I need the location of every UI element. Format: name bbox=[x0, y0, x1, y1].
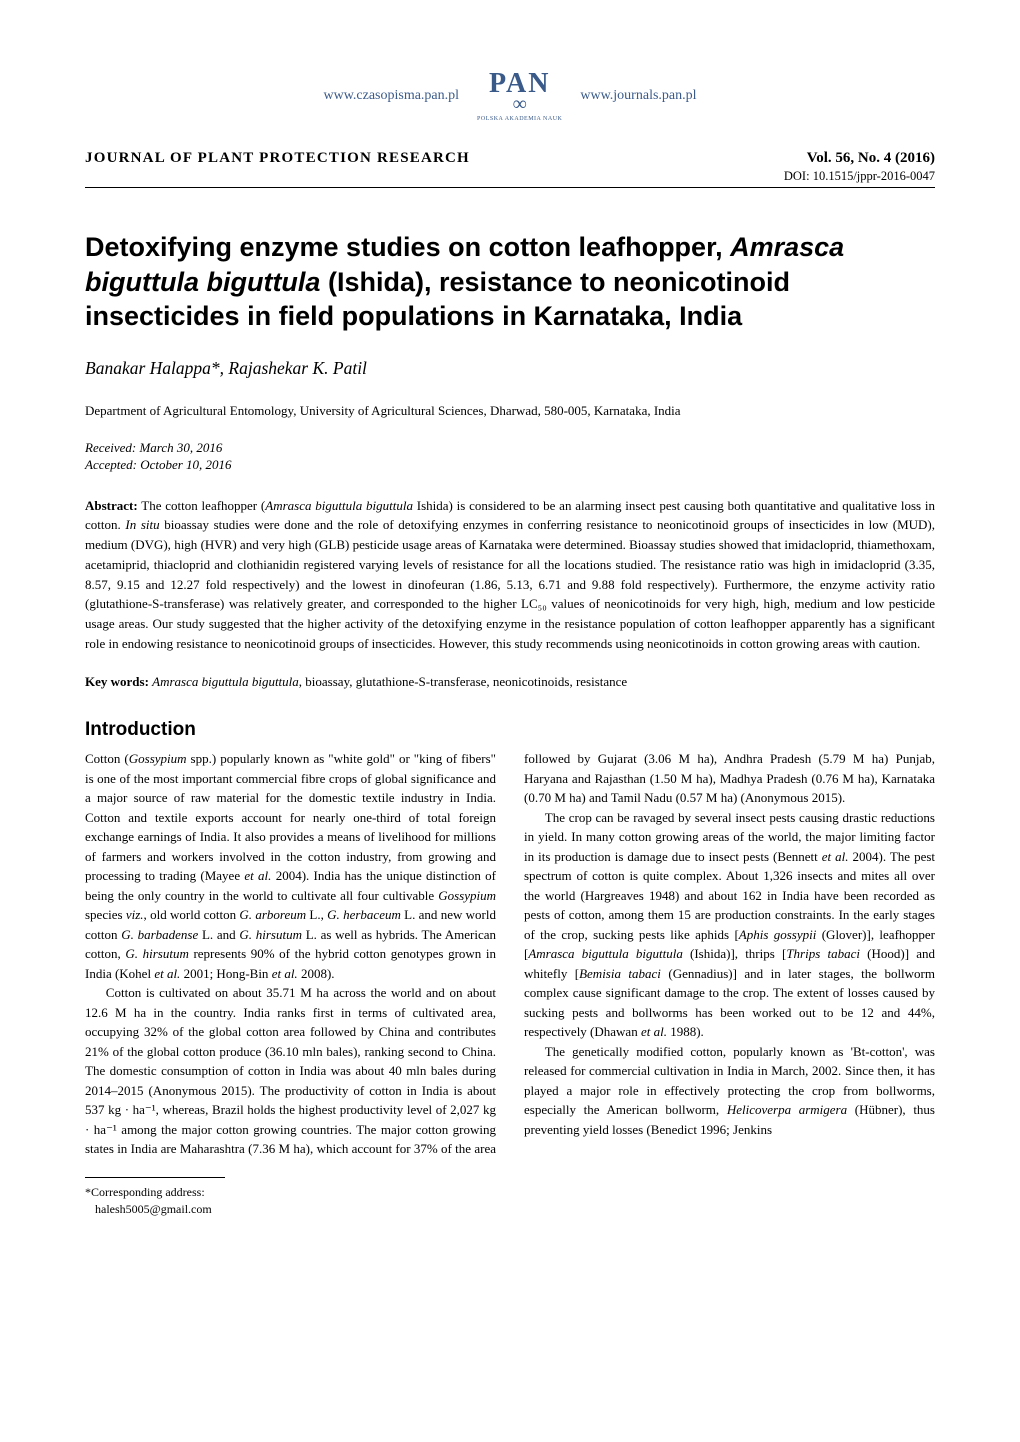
dates: Received: March 30, 2016 Accepted: Octob… bbox=[85, 439, 935, 474]
abstract-label: Abstract: bbox=[85, 498, 138, 513]
abstract-species: Amrasca biguttula biguttula bbox=[265, 498, 413, 513]
introduction-heading: Introduction bbox=[85, 719, 935, 741]
header-divider bbox=[85, 187, 935, 188]
body-columns: Cotton (Gossypium spp.) popularly known … bbox=[85, 749, 935, 1159]
footnote-line2: halesh5005@gmail.com bbox=[85, 1201, 935, 1218]
header-url-left: www.czasopisma.pan.pl bbox=[323, 88, 459, 104]
page: www.czasopisma.pan.pl PAN ∞ POLSKA AKADE… bbox=[0, 0, 1020, 1267]
authors: Banakar Halappa*, Rajashekar K. Patil bbox=[85, 358, 935, 379]
affiliation: Department of Agricultural Entomology, U… bbox=[85, 403, 935, 419]
abstract: Abstract: The cotton leafhopper (Amrasca… bbox=[85, 496, 935, 654]
keywords: Key words: Amrasca biguttula biguttula, … bbox=[85, 672, 935, 692]
footnote: *Corresponding address: halesh5005@gmail… bbox=[85, 1184, 935, 1218]
paragraph-4: The genetically modified cotton, popular… bbox=[524, 1042, 935, 1140]
journal-name: JOURNAL OF PLANT PROTECTION RESEARCH bbox=[85, 150, 470, 167]
footnote-rule bbox=[85, 1177, 225, 1178]
pan-logo: PAN ∞ POLSKA AKADEMIA NAUK bbox=[477, 70, 562, 122]
doi: DOI: 10.1515/jppr-2016-0047 bbox=[784, 169, 935, 184]
footnote-line1: *Corresponding address: bbox=[85, 1184, 935, 1201]
header-logo-row: www.czasopisma.pan.pl PAN ∞ POLSKA AKADE… bbox=[85, 70, 935, 122]
abstract-insitu: In situ bbox=[125, 517, 159, 532]
journal-header: JOURNAL OF PLANT PROTECTION RESEARCH Vol… bbox=[85, 150, 935, 184]
keywords-rest: , bioassay, glutathione-S-transferase, n… bbox=[299, 674, 627, 689]
date-accepted: Accepted: October 10, 2016 bbox=[85, 456, 935, 474]
abstract-post: bioassay studies were done and the role … bbox=[85, 517, 935, 651]
date-received: Received: March 30, 2016 bbox=[85, 439, 935, 457]
keywords-label: Key words: bbox=[85, 674, 149, 689]
abstract-pre: The cotton leafhopper ( bbox=[138, 498, 266, 513]
title-part1: Detoxifying enzyme studies on cotton lea… bbox=[85, 232, 730, 262]
article-title: Detoxifying enzyme studies on cotton lea… bbox=[85, 230, 935, 334]
volume-block: Vol. 56, No. 4 (2016) DOI: 10.1515/jppr-… bbox=[784, 150, 935, 184]
volume: Vol. 56, No. 4 (2016) bbox=[784, 150, 935, 167]
paragraph-3: The crop can be ravaged by several insec… bbox=[524, 808, 935, 1042]
infinity-icon: ∞ bbox=[513, 94, 527, 114]
pan-logo-caption: POLSKA AKADEMIA NAUK bbox=[477, 116, 562, 122]
keywords-species: Amrasca biguttula biguttula bbox=[152, 674, 299, 689]
paragraph-1: Cotton (Gossypium spp.) popularly known … bbox=[85, 749, 496, 983]
header-url-right: www.journals.pan.pl bbox=[580, 88, 696, 104]
